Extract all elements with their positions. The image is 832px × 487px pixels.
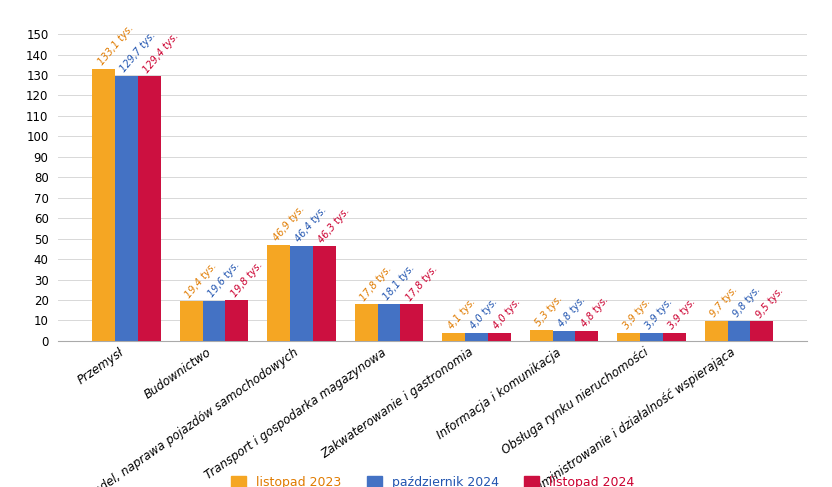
Text: 19,6 tys.: 19,6 tys. bbox=[206, 260, 241, 299]
Bar bbox=[443, 333, 465, 341]
Text: 19,8 tys.: 19,8 tys. bbox=[229, 260, 265, 299]
Bar bbox=[313, 246, 335, 341]
Bar bbox=[115, 75, 138, 341]
Text: 17,8 tys.: 17,8 tys. bbox=[404, 263, 439, 303]
Bar bbox=[727, 321, 750, 341]
Bar bbox=[663, 333, 686, 341]
Text: 129,4 tys.: 129,4 tys. bbox=[141, 31, 181, 75]
Bar bbox=[750, 321, 773, 341]
Text: 4,0 tys.: 4,0 tys. bbox=[492, 297, 522, 331]
Bar bbox=[290, 246, 313, 341]
Text: 4,0 tys.: 4,0 tys. bbox=[468, 297, 500, 331]
Bar bbox=[202, 301, 225, 341]
Text: 46,9 tys.: 46,9 tys. bbox=[271, 204, 306, 244]
Bar bbox=[465, 333, 488, 341]
Bar bbox=[575, 331, 598, 341]
Text: 17,8 tys.: 17,8 tys. bbox=[359, 263, 394, 303]
Bar bbox=[378, 304, 400, 341]
Bar bbox=[705, 321, 727, 341]
Text: 3,9 tys.: 3,9 tys. bbox=[621, 297, 652, 331]
Bar bbox=[617, 333, 640, 341]
Legend: listopad 2023, październik 2024, listopad 2024: listopad 2023, październik 2024, listopa… bbox=[226, 471, 639, 487]
Text: 3,9 tys.: 3,9 tys. bbox=[666, 297, 698, 331]
Text: 9,8 tys.: 9,8 tys. bbox=[731, 285, 762, 319]
Bar bbox=[640, 333, 663, 341]
Bar bbox=[552, 331, 575, 341]
Bar bbox=[267, 245, 290, 341]
Text: 129,7 tys.: 129,7 tys. bbox=[119, 30, 158, 74]
Text: 5,3 tys.: 5,3 tys. bbox=[533, 294, 565, 328]
Text: 4,8 tys.: 4,8 tys. bbox=[579, 295, 610, 329]
Text: 18,1 tys.: 18,1 tys. bbox=[381, 263, 417, 302]
Bar bbox=[225, 300, 248, 341]
Text: 9,7 tys.: 9,7 tys. bbox=[709, 285, 740, 319]
Bar bbox=[92, 69, 115, 341]
Text: 46,3 tys.: 46,3 tys. bbox=[316, 206, 352, 244]
Text: 9,5 tys.: 9,5 tys. bbox=[754, 285, 785, 320]
Text: 4,1 tys.: 4,1 tys. bbox=[446, 297, 478, 331]
Text: 46,4 tys.: 46,4 tys. bbox=[294, 205, 329, 244]
Bar bbox=[180, 301, 202, 341]
Text: 3,9 tys.: 3,9 tys. bbox=[644, 297, 675, 331]
Bar bbox=[354, 304, 378, 341]
Text: 4,8 tys.: 4,8 tys. bbox=[557, 295, 587, 329]
Bar bbox=[400, 304, 423, 341]
Text: 19,4 tys.: 19,4 tys. bbox=[184, 261, 219, 300]
Bar bbox=[138, 76, 161, 341]
Text: 133,1 tys.: 133,1 tys. bbox=[96, 23, 136, 67]
Bar bbox=[488, 333, 511, 341]
Bar bbox=[530, 330, 552, 341]
